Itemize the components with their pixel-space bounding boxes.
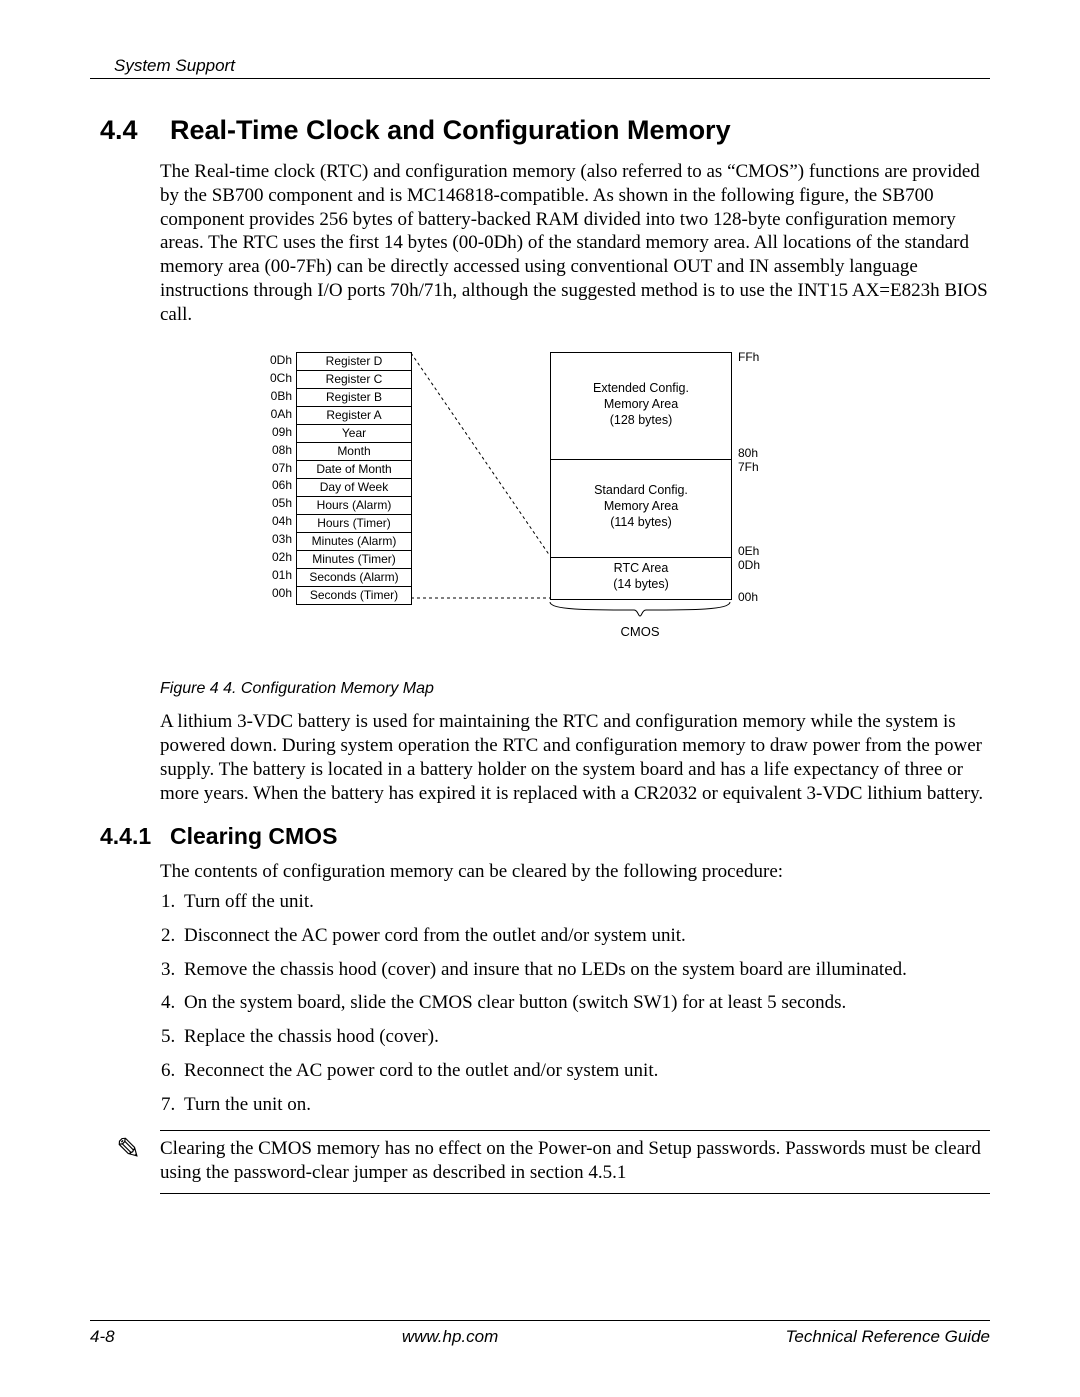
addr-label: 0Ah xyxy=(260,406,292,424)
std-area-label: Standard Config. Memory Area (114 bytes) xyxy=(551,483,731,530)
subsection-number: 4.4.1 xyxy=(90,823,170,850)
procedure-step: Remove the chassis hood (cover) and insu… xyxy=(180,958,990,982)
register-cell: Register C xyxy=(297,370,411,388)
rtc-l1: RTC Area xyxy=(551,561,731,577)
page-footer: 4-8 www.hp.com Technical Reference Guide xyxy=(90,1320,990,1347)
note-icon: ✎ xyxy=(116,1135,141,1165)
register-cell: Register A xyxy=(297,406,411,424)
right-addr-0dh: 0Dh xyxy=(738,558,760,572)
register-cell: Day of Week xyxy=(297,478,411,496)
battery-paragraph: A lithium 3-VDC battery is used for main… xyxy=(160,710,990,805)
addr-label: 00h xyxy=(260,585,292,603)
register-cell: Date of Month xyxy=(297,460,411,478)
addr-label: 09h xyxy=(260,424,292,442)
divider xyxy=(551,557,731,558)
right-addr-ffh: FFh xyxy=(738,350,759,364)
clearing-lead: The contents of configuration memory can… xyxy=(160,860,990,1116)
ext-l1: Extended Config. xyxy=(551,381,731,397)
addr-label: 0Dh xyxy=(260,352,292,370)
battery-text: A lithium 3-VDC battery is used for main… xyxy=(160,710,990,805)
section-title: Real-Time Clock and Configuration Memory xyxy=(170,115,731,146)
addr-label: 06h xyxy=(260,477,292,495)
std-l1: Standard Config. xyxy=(551,483,731,499)
register-cell: Register B xyxy=(297,388,411,406)
procedure-step: Turn off the unit. xyxy=(180,890,990,914)
section-heading: 4.4 Real-Time Clock and Configuration Me… xyxy=(90,115,990,146)
footer-row: 4-8 www.hp.com Technical Reference Guide xyxy=(90,1327,990,1347)
std-l3: (114 bytes) xyxy=(551,515,731,531)
right-addr-00h: 00h xyxy=(738,590,758,604)
right-addr-0eh: 0Eh xyxy=(738,544,759,558)
register-cell: Minutes (Timer) xyxy=(297,550,411,568)
figure-config-memory-map: 0Dh 0Ch 0Bh 0Ah 09h 08h 07h 06h 05h 04h … xyxy=(160,352,990,672)
addr-label: 02h xyxy=(260,549,292,567)
rtc-area-label: RTC Area (14 bytes) xyxy=(551,561,731,592)
procedure-step: Disconnect the AC power cord from the ou… xyxy=(180,924,990,948)
procedure-step: Turn the unit on. xyxy=(180,1093,990,1117)
cmos-label: CMOS xyxy=(550,624,730,639)
ext-l3: (128 bytes) xyxy=(551,413,731,429)
intro-paragraph: The Real-time clock (RTC) and configurat… xyxy=(160,160,990,326)
diagram: 0Dh 0Ch 0Bh 0Ah 09h 08h 07h 06h 05h 04h … xyxy=(260,352,820,652)
right-addr-7fh: 7Fh xyxy=(738,460,759,474)
note-block: ✎ Clearing the CMOS memory has no effect… xyxy=(160,1130,990,1194)
cmos-brace xyxy=(548,600,732,618)
subsection-title: Clearing CMOS xyxy=(170,823,337,850)
section-number: 4.4 xyxy=(90,115,170,146)
register-cell: Hours (Alarm) xyxy=(297,496,411,514)
note-text: Clearing the CMOS memory has no effect o… xyxy=(160,1138,981,1183)
divider xyxy=(551,459,731,460)
ext-l2: Memory Area xyxy=(551,397,731,413)
register-cell: Minutes (Alarm) xyxy=(297,532,411,550)
register-cell: Year xyxy=(297,424,411,442)
lead-text: The contents of configuration memory can… xyxy=(160,860,990,884)
addr-label: 0Ch xyxy=(260,370,292,388)
register-cell: Hours (Timer) xyxy=(297,514,411,532)
addr-label: 05h xyxy=(260,495,292,513)
procedure-step: Replace the chassis hood (cover). xyxy=(180,1025,990,1049)
header-rule xyxy=(90,78,990,79)
subsection-heading: 4.4.1 Clearing CMOS xyxy=(90,823,990,850)
footer-rule xyxy=(90,1320,990,1321)
memory-map-box: Extended Config. Memory Area (128 bytes)… xyxy=(550,352,732,600)
addr-label: 03h xyxy=(260,531,292,549)
ext-area-label: Extended Config. Memory Area (128 bytes) xyxy=(551,381,731,428)
procedure-step: Reconnect the AC power cord to the outle… xyxy=(180,1059,990,1083)
footer-url: www.hp.com xyxy=(402,1327,498,1347)
page: System Support 4.4 Real-Time Clock and C… xyxy=(0,0,1080,1397)
register-cell: Month xyxy=(297,442,411,460)
addr-label: 07h xyxy=(260,460,292,478)
register-cell: Seconds (Alarm) xyxy=(297,568,411,586)
figure-caption: Figure 4 4. Configuration Memory Map xyxy=(160,680,990,698)
register-stack: Register D Register C Register B Registe… xyxy=(296,352,412,605)
std-l2: Memory Area xyxy=(551,499,731,515)
addr-label: 08h xyxy=(260,442,292,460)
procedure-step: On the system board, slide the CMOS clea… xyxy=(180,991,990,1015)
footer-doc-title: Technical Reference Guide xyxy=(786,1327,990,1347)
addr-label: 0Bh xyxy=(260,388,292,406)
addr-label: 01h xyxy=(260,567,292,585)
right-addr-80h: 80h xyxy=(738,446,758,460)
rtc-l2: (14 bytes) xyxy=(551,577,731,593)
running-head: System Support xyxy=(114,56,990,76)
addr-label: 04h xyxy=(260,513,292,531)
register-cell: Register D xyxy=(297,353,411,370)
procedure-list: Turn off the unit. Disconnect the AC pow… xyxy=(160,890,990,1116)
address-column: 0Dh 0Ch 0Bh 0Ah 09h 08h 07h 06h 05h 04h … xyxy=(260,352,292,602)
intro-text: The Real-time clock (RTC) and configurat… xyxy=(160,160,990,326)
footer-page-number: 4-8 xyxy=(90,1327,115,1347)
register-cell: Seconds (Timer) xyxy=(297,586,411,604)
